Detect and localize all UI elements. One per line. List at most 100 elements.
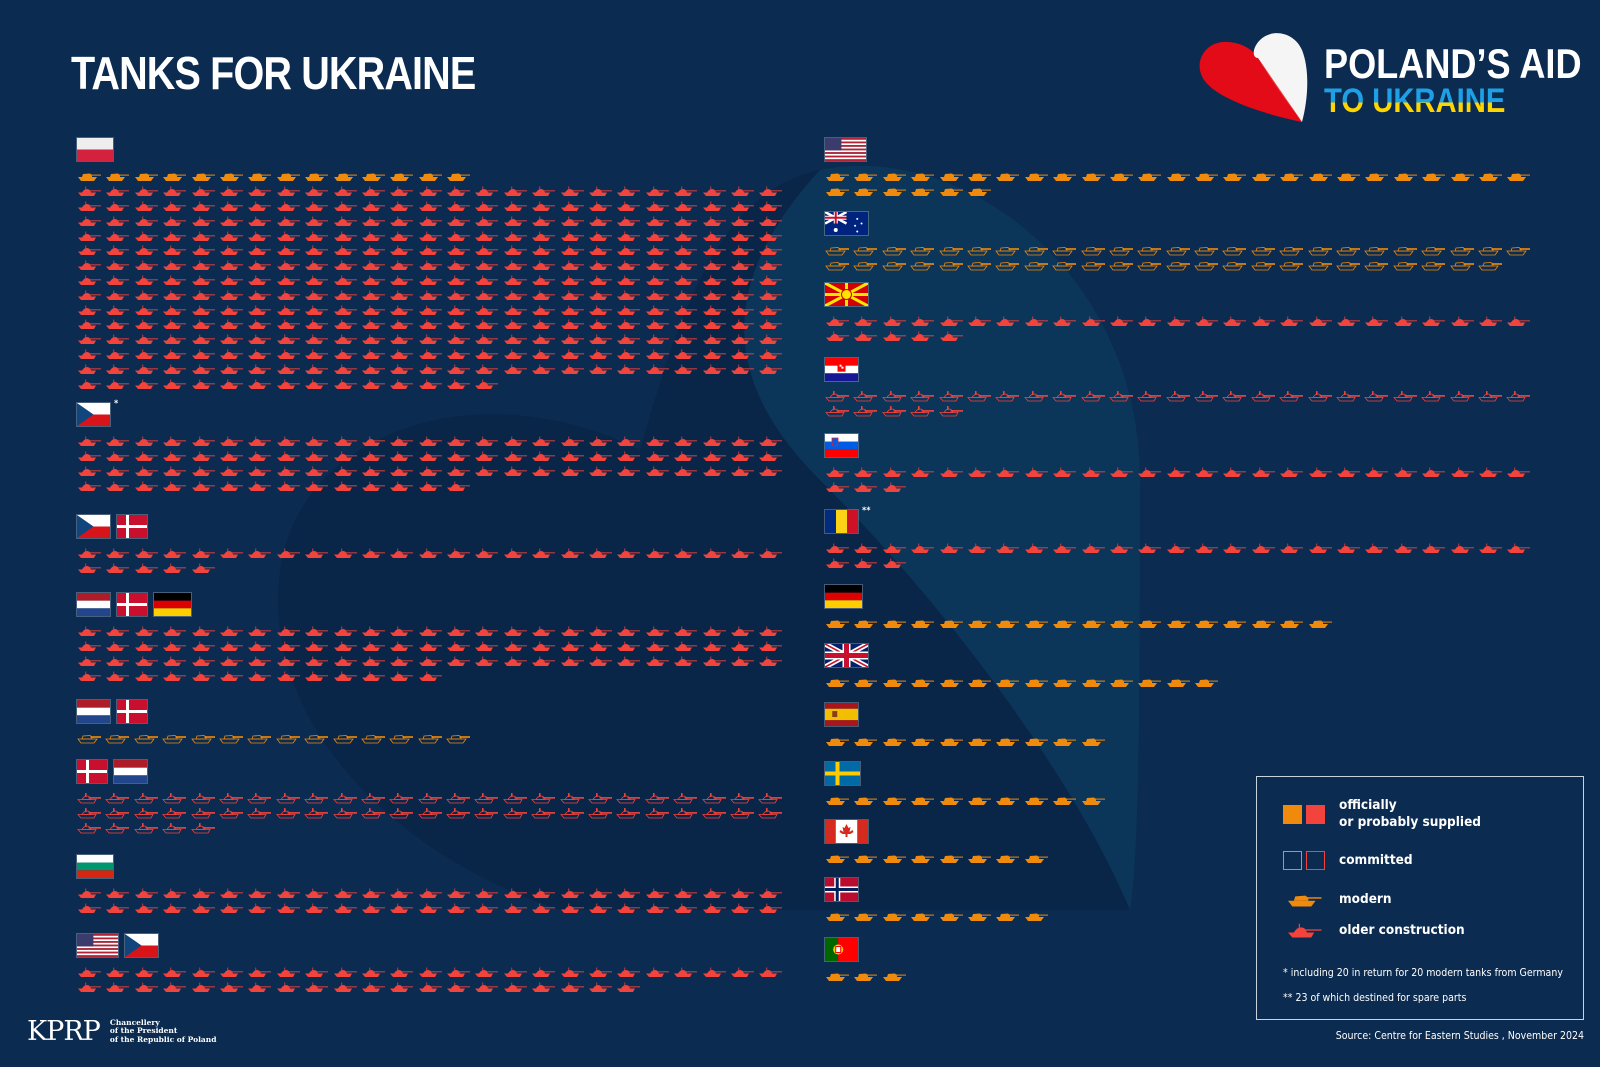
tank-modern-supplied-icon — [853, 971, 881, 983]
tank-older-supplied-icon — [1109, 543, 1137, 555]
tank-older-supplied-icon — [503, 245, 531, 257]
tank-older-supplied-icon — [616, 626, 644, 638]
tank-older-supplied-icon — [418, 275, 446, 287]
tank-modern-supplied-icon — [995, 677, 1023, 689]
tank-older-committed-icon — [162, 793, 190, 805]
tank-older-supplied-icon — [134, 671, 162, 683]
tank-row — [825, 735, 1109, 750]
tank-modern-committed-icon — [1251, 245, 1279, 257]
tank-older-supplied-icon — [219, 260, 247, 272]
tank-older-committed-icon — [702, 793, 730, 805]
tank-older-supplied-icon — [758, 231, 786, 243]
tank-older-supplied-icon — [361, 451, 389, 463]
tank-older-supplied-icon — [702, 436, 730, 448]
tank-older-supplied-icon — [418, 364, 446, 376]
tank-older-supplied-icon — [333, 626, 361, 638]
tank-older-supplied-icon — [474, 967, 502, 979]
tank-older-supplied-icon — [418, 436, 446, 448]
tank-older-supplied-icon — [105, 967, 133, 979]
tank-older-supplied-icon — [134, 245, 162, 257]
tank-older-committed-icon — [910, 391, 938, 403]
tank-older-supplied-icon — [588, 349, 616, 361]
tank-row — [77, 966, 787, 981]
tank-row — [77, 981, 787, 996]
tank-older-supplied-icon — [645, 231, 673, 243]
tank-older-supplied-icon — [134, 903, 162, 915]
footnote-marker: * — [114, 399, 119, 409]
tank-older-supplied-icon — [276, 656, 304, 668]
tank-older-supplied-icon — [503, 349, 531, 361]
tank-row — [77, 807, 787, 822]
tank-row — [77, 348, 787, 363]
flag-czechia-icon — [77, 403, 110, 426]
tank-older-supplied-icon — [531, 364, 559, 376]
tank-older-supplied-icon — [105, 656, 133, 668]
tank-older-supplied-icon — [474, 641, 502, 653]
tank-older-supplied-icon — [588, 334, 616, 346]
tank-older-committed-icon — [853, 391, 881, 403]
flag-germany-icon — [154, 593, 191, 616]
chancellery-line1: Chancellery — [109, 1017, 160, 1027]
tank-group-czechia-denmark — [77, 515, 787, 577]
tank-older-supplied-icon — [191, 334, 219, 346]
tank-row — [77, 229, 787, 244]
tank-modern-supplied-icon — [882, 736, 910, 748]
tank-older-supplied-icon — [825, 558, 853, 570]
tank-older-supplied-icon — [276, 275, 304, 287]
tank-modern-committed-icon — [1137, 245, 1165, 257]
tank-modern-committed-icon — [1364, 260, 1392, 272]
tank-older-supplied-icon — [77, 548, 105, 560]
tank-older-supplied-icon — [673, 656, 701, 668]
tank-older-supplied-icon — [389, 305, 417, 317]
tank-modern-committed-icon — [162, 733, 190, 745]
tank-older-supplied-icon — [560, 641, 588, 653]
tank-older-supplied-icon — [588, 903, 616, 915]
tank-modern-committed-icon — [910, 245, 938, 257]
tank-older-supplied-icon — [304, 260, 332, 272]
tank-modern-supplied-icon — [1052, 677, 1080, 689]
tank-modern-supplied-icon — [1421, 171, 1449, 183]
tank-older-supplied-icon — [162, 379, 190, 391]
flag-netherlands-icon — [77, 700, 110, 723]
tank-older-supplied-icon — [1279, 467, 1307, 479]
tank-modern-supplied-icon — [1308, 618, 1336, 630]
tank-older-supplied-icon — [560, 334, 588, 346]
tank-older-supplied-icon — [361, 305, 389, 317]
tank-older-supplied-icon — [758, 451, 786, 463]
tank-older-supplied-icon — [191, 349, 219, 361]
tank-older-supplied-icon — [276, 641, 304, 653]
tank-row — [77, 435, 787, 450]
tank-older-committed-icon — [219, 793, 247, 805]
tank-older-supplied-icon — [474, 216, 502, 228]
tank-older-supplied-icon — [730, 334, 758, 346]
tank-older-supplied-icon — [882, 558, 910, 570]
tank-older-supplied-icon — [276, 436, 304, 448]
tank-older-supplied-icon — [134, 305, 162, 317]
tank-older-supplied-icon — [446, 260, 474, 272]
tank-older-supplied-icon — [758, 436, 786, 448]
tank-modern-committed-icon — [882, 245, 910, 257]
tank-older-supplied-icon — [361, 245, 389, 257]
tank-older-supplied-icon — [758, 903, 786, 915]
tank-older-supplied-icon — [730, 260, 758, 272]
tank-older-supplied-icon — [162, 260, 190, 272]
tank-older-committed-icon — [1506, 391, 1534, 403]
tank-modern-committed-icon — [1308, 245, 1336, 257]
tank-older-supplied-icon — [418, 379, 446, 391]
tank-older-supplied-icon — [77, 903, 105, 915]
tank-older-supplied-icon — [276, 334, 304, 346]
tank-older-supplied-icon — [1137, 543, 1165, 555]
tank-older-supplied-icon — [616, 903, 644, 915]
tank-older-committed-icon — [616, 808, 644, 820]
tank-older-supplied-icon — [247, 305, 275, 317]
tank-older-supplied-icon — [219, 451, 247, 463]
tank-older-supplied-icon — [333, 671, 361, 683]
tank-older-supplied-icon — [531, 548, 559, 560]
tank-older-supplied-icon — [673, 967, 701, 979]
tank-modern-committed-icon — [1393, 245, 1421, 257]
tank-older-committed-icon — [474, 793, 502, 805]
tank-older-supplied-icon — [673, 186, 701, 198]
tank-older-supplied-icon — [77, 888, 105, 900]
tank-older-supplied-icon — [219, 481, 247, 493]
tank-older-supplied-icon — [560, 626, 588, 638]
